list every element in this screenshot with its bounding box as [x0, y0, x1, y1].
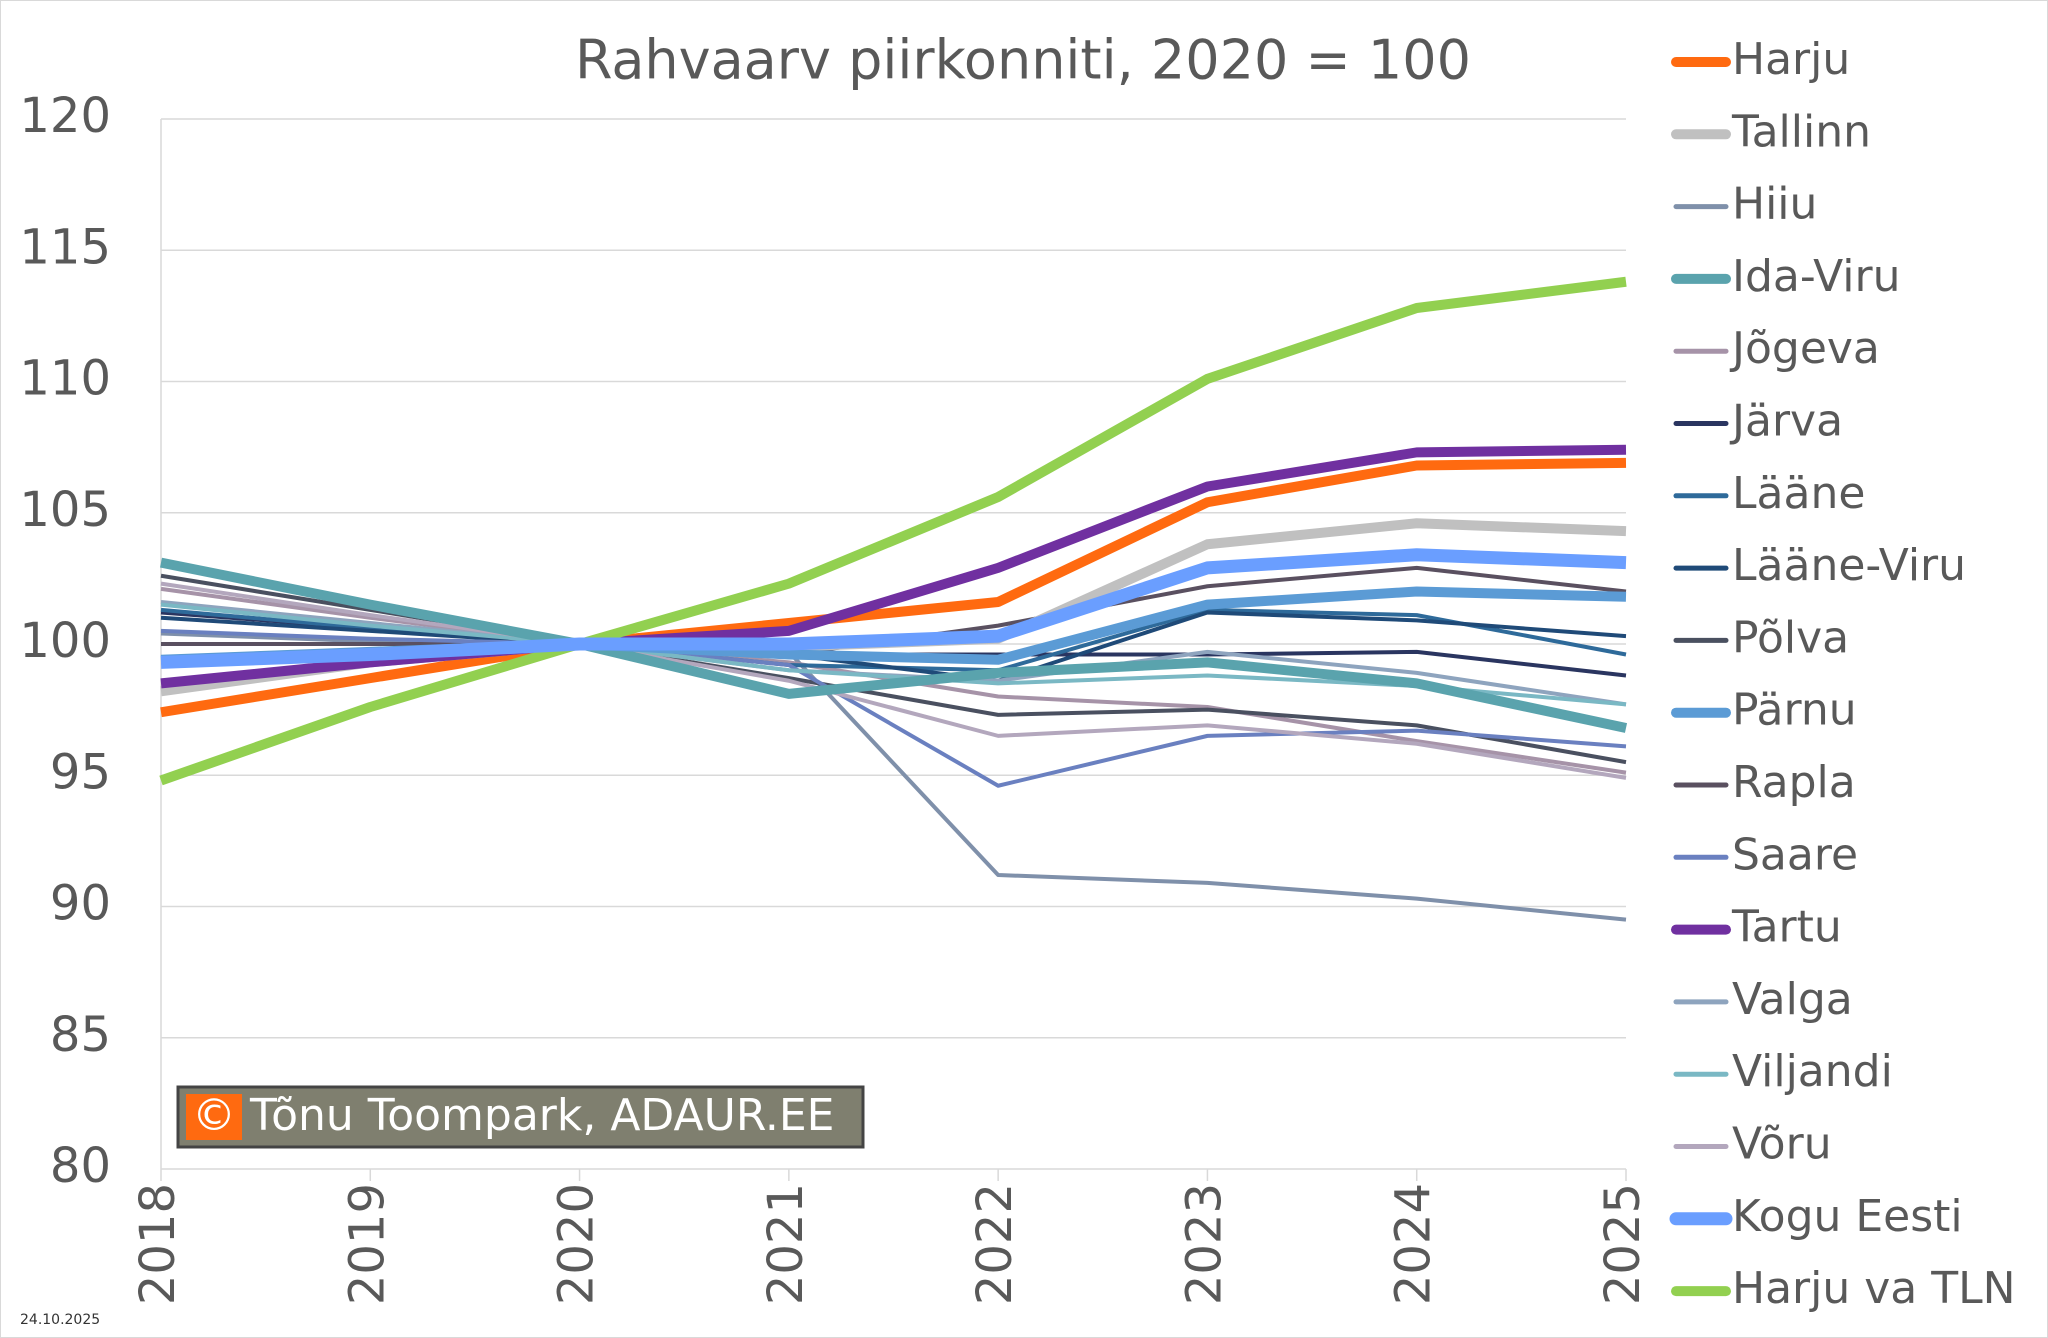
legend-label: Valga [1732, 974, 1853, 1025]
legend-label: Jõgeva [1729, 323, 1880, 374]
legend-label: Rapla [1732, 757, 1856, 808]
y-tick-label: 115 [19, 219, 111, 275]
y-tick-label: 110 [19, 351, 111, 407]
x-tick-label: 2018 [130, 1183, 186, 1305]
legend-label: Harju [1732, 34, 1850, 85]
y-tick-label: 100 [19, 613, 111, 669]
watermark-text: Tõnu Toompark, ADAUR.EE [249, 1090, 834, 1141]
series-line [160, 548, 1627, 669]
y-tick-label: 80 [50, 1138, 111, 1194]
series-line [160, 444, 1627, 689]
legend-label: Lääne [1732, 468, 1865, 519]
legend-label: Pärnu [1732, 685, 1857, 736]
x-tick-label: 2025 [1595, 1183, 1651, 1305]
y-tick-label: 120 [19, 88, 111, 144]
series-line [160, 557, 1628, 733]
legend-label: Lääne-Viru [1732, 540, 1966, 591]
legend-label: Saare [1732, 829, 1858, 880]
legend-label: Tartu [1731, 902, 1842, 953]
x-tick-label: 2021 [758, 1183, 814, 1305]
date: 24.10.2025 [20, 1312, 100, 1328]
series-line [160, 628, 1627, 788]
legend-label: Järva [1729, 396, 1843, 447]
chart-title: Rahvaarv piirkonniti, 2020 = 100 [575, 29, 1471, 92]
series-line [160, 457, 1627, 718]
legend: Harju Tallinn Hiiu Ida-Viru Jõgeva Järva Lääne… [1669, 34, 2016, 1314]
series-line [160, 610, 1627, 683]
watermark-box [176, 1085, 865, 1149]
x-tick-label: 2020 [549, 1183, 605, 1305]
x-tick-label: 2024 [1386, 1183, 1442, 1305]
watermark-icon [186, 1094, 242, 1140]
y-tick-label: 90 [50, 876, 111, 932]
legend-label: Tallinn [1731, 106, 1871, 157]
legend-label: Harju va TLN [1732, 1263, 2016, 1314]
legend-label: Ida-Viru [1732, 251, 1901, 302]
legend-label: Põlva [1732, 612, 1849, 663]
watermark: © Tõnu Toompark, ADAUR.EE [176, 1085, 865, 1149]
y-tick-label: 85 [50, 1007, 111, 1063]
x-tick-label: 2023 [1176, 1183, 1232, 1305]
series-line [160, 581, 1627, 780]
series-line [160, 631, 1627, 922]
x-tick-label: 2019 [339, 1183, 395, 1305]
y-tick-label: 95 [50, 744, 111, 800]
legend-label: Võru [1732, 1119, 1832, 1170]
legend-label: Hiiu [1732, 179, 1817, 230]
y-tick-label: 105 [19, 482, 111, 538]
x-tick-label: 2022 [967, 1183, 1023, 1305]
watermark-symbol: © [192, 1090, 236, 1141]
legend-label: Kogu Eesti [1732, 1191, 1963, 1242]
legend-label: Viljandi [1732, 1046, 1893, 1097]
series-line [159, 276, 1627, 786]
